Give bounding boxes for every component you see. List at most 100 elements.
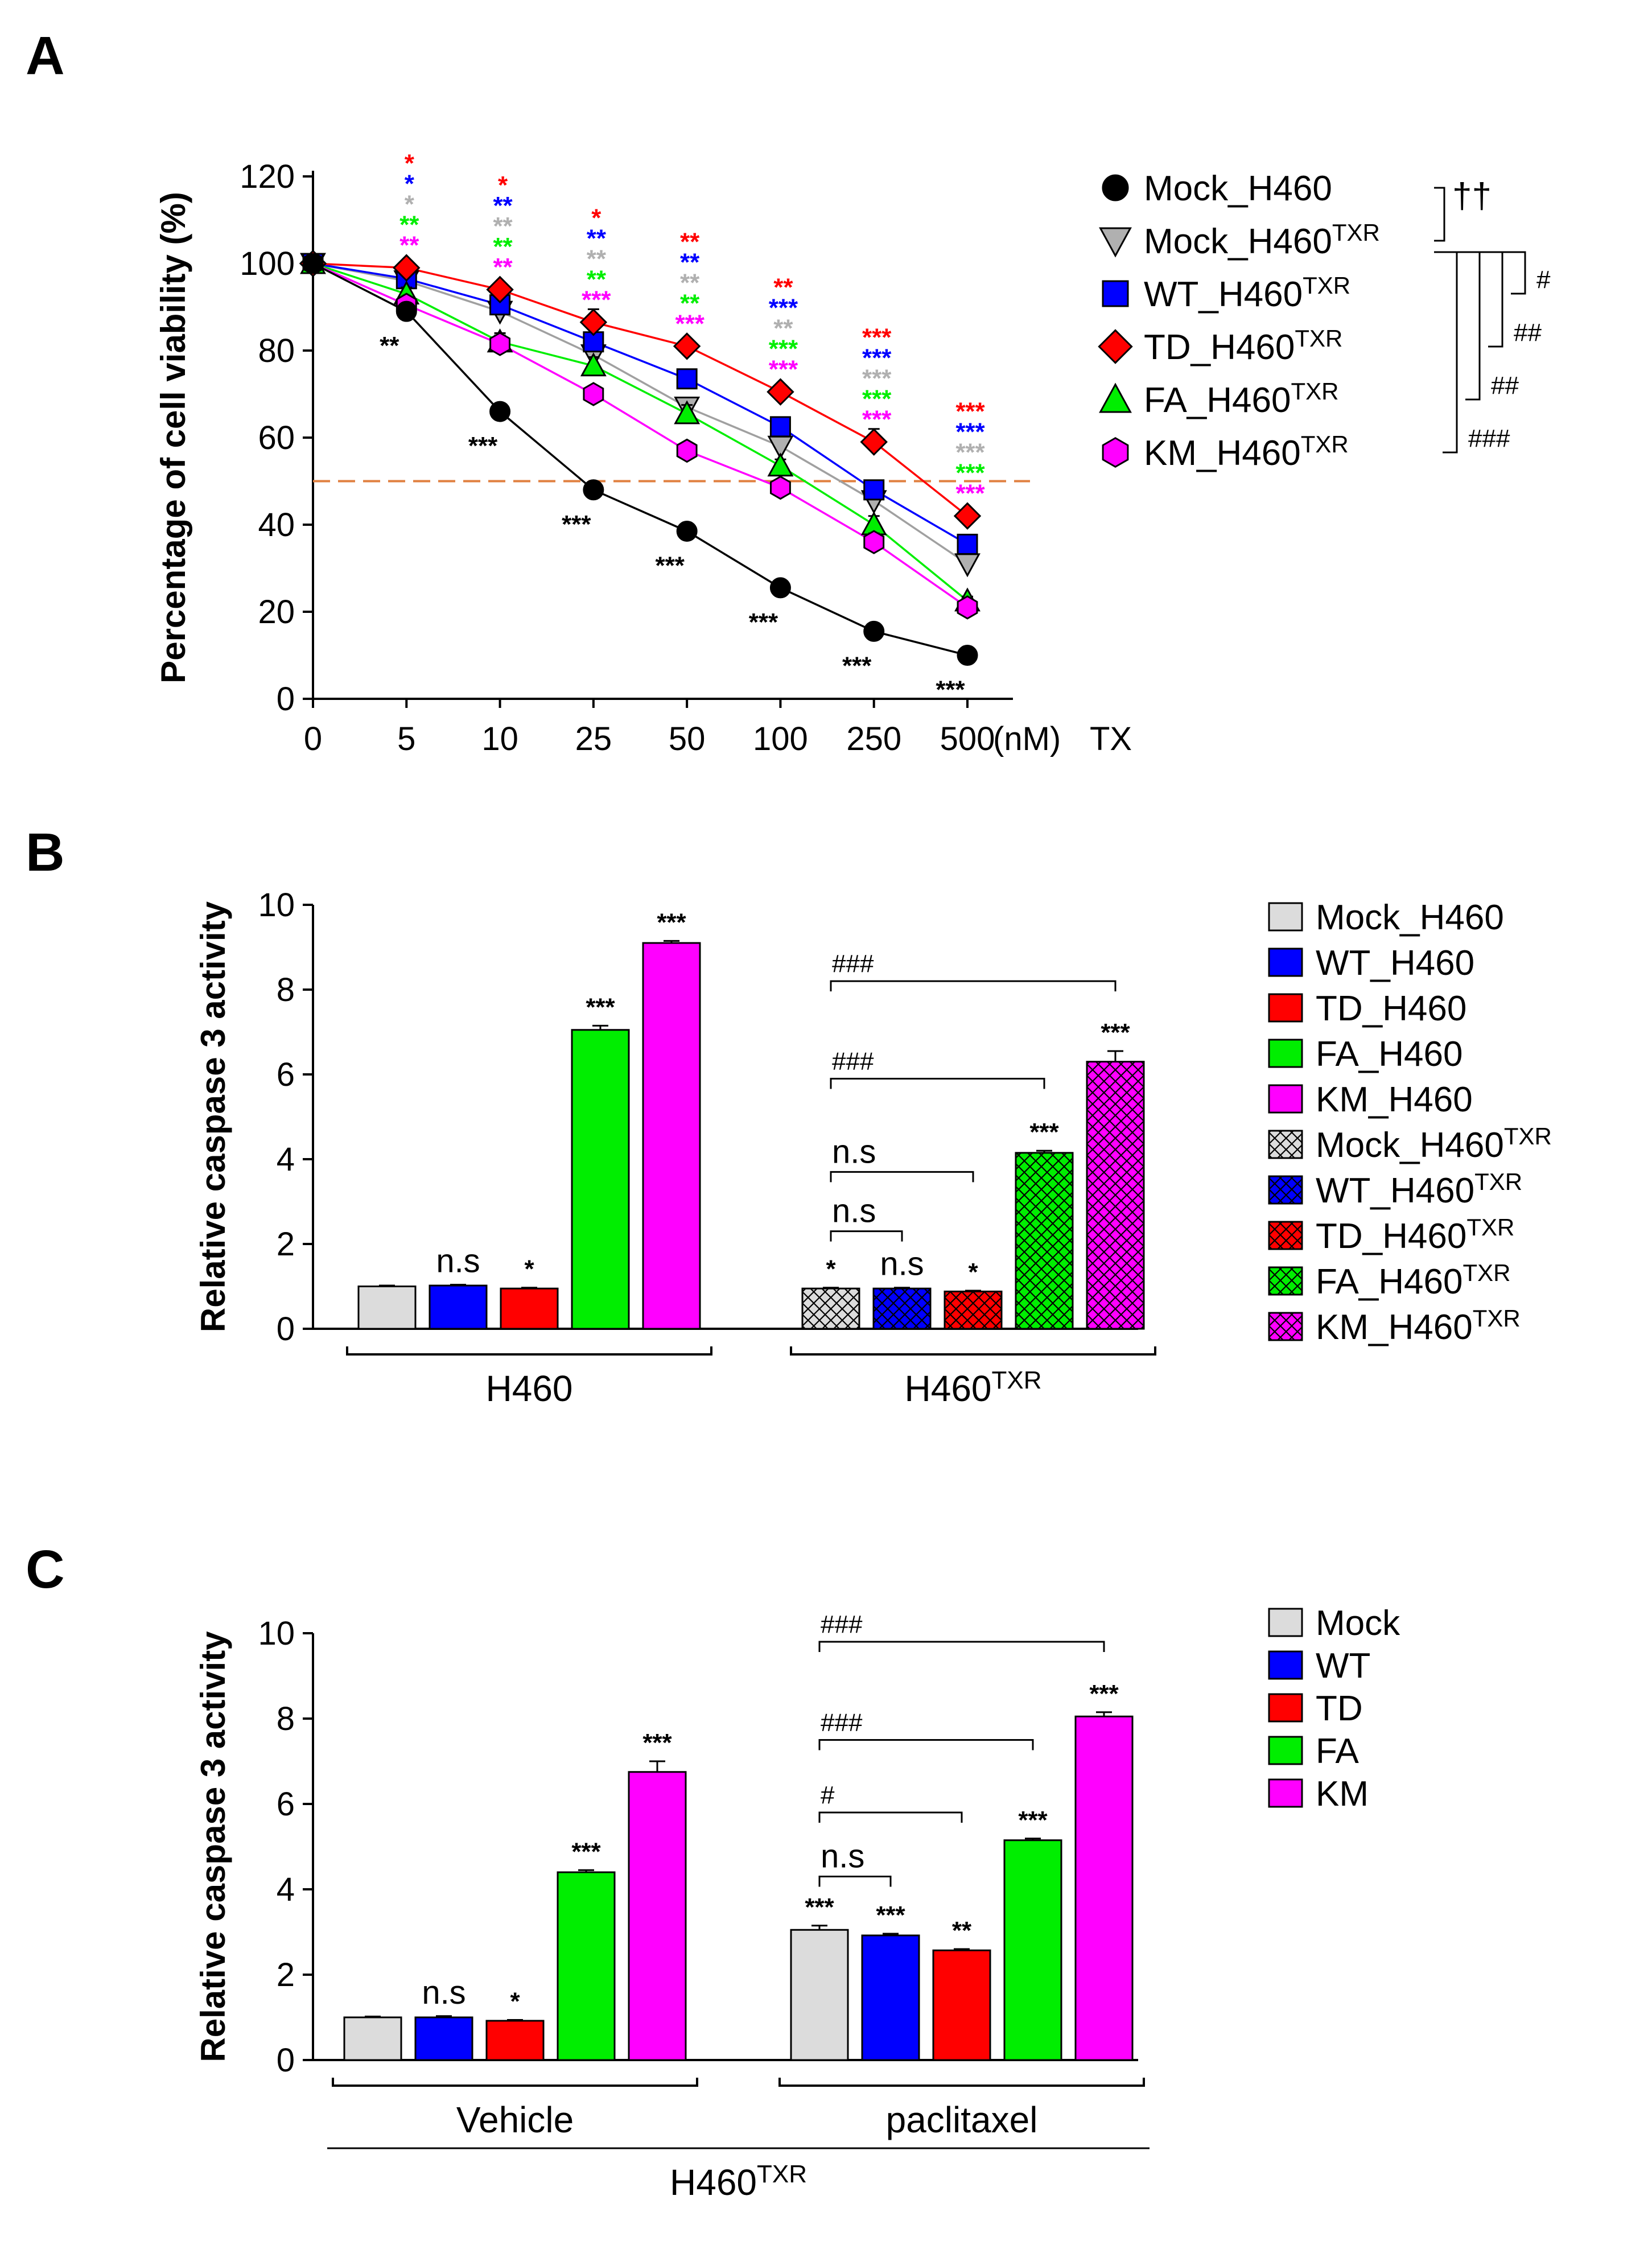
stacked-significance-250: *** <box>862 324 892 352</box>
overall-group-label: H460TXR <box>670 2160 807 2203</box>
marker-KM_H460TXR <box>489 332 511 356</box>
bar-significance: *** <box>1089 1680 1119 1708</box>
mock-h460-significance-10: *** <box>468 432 498 460</box>
legend-label-FA_H460TXR-base: FA_H460 <box>1316 1262 1463 1301</box>
marker-KM_H460TXR <box>676 438 698 463</box>
legend-bracket-label: †† <box>1452 176 1492 216</box>
bar-significance: n.s <box>436 1243 480 1280</box>
panel-label-a: A <box>26 26 65 86</box>
legend-label-FA_H460: FA_H460 <box>1316 1035 1463 1074</box>
panel-b-legend: Mock_H460 WT_H460 TD_H460 FA_H460 KM_H460 Moc… <box>1268 898 1552 1347</box>
legend-label-KM_H460TXR-sup: TXR <box>1301 431 1349 458</box>
mock-h460-significance-5: ** <box>380 332 399 360</box>
comparison-bracket <box>818 1811 963 1823</box>
marker-WT_H460TXR <box>957 533 978 555</box>
y-tick-label: 6 <box>277 1056 295 1093</box>
legend-bracket <box>1488 251 1503 348</box>
marker-FA_H460TXR <box>767 452 794 477</box>
overall-group-label-sup: TXR <box>757 2160 807 2188</box>
legend-marker-WT_H460TXR <box>1102 280 1129 307</box>
marker-Mock_H460TXR <box>954 553 981 578</box>
panel-a-series <box>299 249 982 666</box>
legend-swatch-KM_H460TXR <box>1268 1312 1303 1341</box>
stacked-significance-100: *** <box>769 294 798 322</box>
mock-h460-significance-25: *** <box>562 510 591 538</box>
panel-a-x-tick-label: 100 <box>753 720 808 757</box>
marker-KM_H460TXR <box>769 475 791 500</box>
y-tick-label: 2 <box>277 1226 295 1263</box>
y-tick-label: 8 <box>277 971 295 1008</box>
legend-label-Mock_H460TXR: Mock_H460TXR <box>1144 219 1380 261</box>
marker-Mock_H460 <box>489 401 511 422</box>
panel-a-x-tick-label: 500 <box>940 720 995 757</box>
group-brace <box>790 1346 1156 1356</box>
stacked-significance-100: *** <box>769 335 798 363</box>
y-axis-title: Relative caspase 3 activity <box>194 1631 232 2062</box>
series-line-Mock_H460TXR <box>312 262 968 565</box>
y-axis-title: Relative caspase 3 activity <box>194 901 232 1332</box>
series-line-WT_H460TXR <box>312 262 968 545</box>
bar-significance: *** <box>586 993 615 1021</box>
legend-label-KM_H460-base: KM_H460 <box>1316 1080 1473 1119</box>
comparison-bracket <box>830 1230 903 1242</box>
group-brace <box>778 2078 1145 2087</box>
legend-label-TD: TD <box>1316 1689 1363 1728</box>
legend-label-FA_H460TXR: FA_H460TXR <box>1144 378 1339 420</box>
panel-a-x-tick-label: 250 <box>846 720 901 757</box>
mock-h460-significance-250: *** <box>842 652 872 679</box>
bar-TD_H460 <box>500 1287 559 1330</box>
stacked-significance-100: *** <box>769 356 798 384</box>
legend-label-KM: KM <box>1316 1774 1369 1814</box>
panel-a-y-axis-title: Percentage of cell viability (%) <box>154 192 192 683</box>
stacked-significance-250: *** <box>862 385 892 413</box>
marker-TD_H460TXR <box>767 378 794 406</box>
stacked-significance-10: ** <box>493 212 513 240</box>
stacked-significance-500: *** <box>955 459 985 487</box>
stacked-significance-10: ** <box>493 253 513 281</box>
bar-TD <box>485 2020 545 2061</box>
legend-label-Mock_H460: Mock_H460 <box>1316 898 1504 937</box>
marker-Mock_H460 <box>676 520 698 542</box>
legend-marker-FA_H460TXR <box>1099 382 1132 413</box>
bar-FA <box>1003 1839 1062 2061</box>
legend-label-TD_H460: TD_H460 <box>1316 989 1466 1028</box>
series-line-Mock_H460 <box>312 262 968 657</box>
comparison-label: # <box>821 1781 835 1809</box>
panel-a-y-tick-label: 0 <box>277 681 295 718</box>
legend-label-FA_H460-base: FA_H460 <box>1316 1035 1463 1074</box>
group-label-H460: H460 <box>486 1368 573 1409</box>
y-tick-label: 4 <box>277 1141 295 1178</box>
series-line-FA_H460TXR <box>312 262 969 602</box>
series-line-KM_H460TXR <box>312 262 969 608</box>
legend-label-FA_H460TXR-base: FA_H460 <box>1144 381 1291 420</box>
group-label-H460-base: H460 <box>905 1368 992 1409</box>
marker-Mock_H460 <box>302 253 324 274</box>
legend-swatch-KM_H460 <box>1268 1084 1303 1114</box>
group-brace <box>346 1346 712 1356</box>
legend-label-FA_H460TXR-sup: TXR <box>1291 378 1339 405</box>
legend-label-FA: FA <box>1316 1732 1359 1771</box>
comparison-label: ### <box>821 1610 863 1638</box>
marker-Mock_H460 <box>583 479 604 501</box>
legend-bracket-label: # <box>1536 266 1551 294</box>
legend-label-WT_H460TXR-base: WT_H460 <box>1316 1171 1474 1210</box>
bar-WT_H460TXR <box>872 1287 932 1330</box>
legend-bracket <box>1511 251 1526 295</box>
legend-swatch-TD_H460 <box>1268 993 1303 1023</box>
legend-label-Mock_H460-base: Mock_H460 <box>1144 169 1332 208</box>
marker-KM_H460TXR <box>863 530 885 554</box>
marker-WT_H460TXR <box>676 368 698 390</box>
legend-label-KM_H460: KM_H460 <box>1316 1080 1473 1119</box>
legend-label-WT_H460TXR: WT_H460TXR <box>1316 1168 1522 1210</box>
legend-label-KM-base: KM <box>1316 1774 1369 1814</box>
series-line-TD_H460TXR <box>312 262 969 517</box>
legend-label-WT_H460TXR: WT_H460TXR <box>1144 272 1350 314</box>
legend-label-FA_H460TXR-sup: TXR <box>1463 1259 1511 1286</box>
panel-a-line-chart: A Percentage of cell viability (%) 0 20 40… <box>26 26 1551 757</box>
stacked-significance-500: *** <box>955 480 985 508</box>
legend-swatch-KM <box>1268 1778 1303 1808</box>
bar-significance: n.s <box>422 1974 465 2011</box>
legend-label-Mock_H460-base: Mock_H460 <box>1316 898 1504 937</box>
bar-KM <box>628 1771 687 2061</box>
